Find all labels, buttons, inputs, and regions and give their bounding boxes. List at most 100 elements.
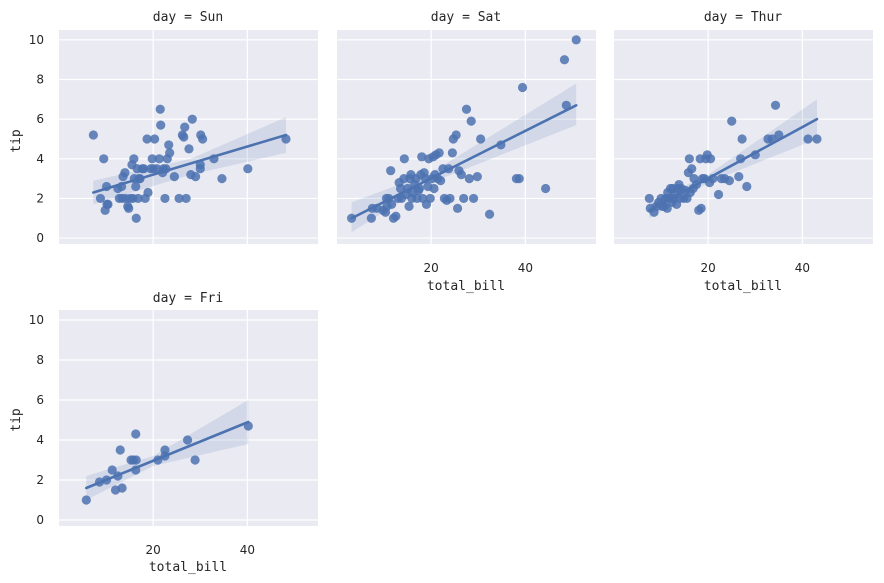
y-tick-label-fri: 4 bbox=[36, 433, 44, 447]
panel-title-thur: day = Thur bbox=[704, 10, 782, 25]
data-point-fri bbox=[81, 495, 91, 505]
regression-line-fri bbox=[85, 420, 250, 490]
data-point-thur bbox=[713, 189, 724, 200]
data-point-sat bbox=[464, 174, 474, 184]
regression-line-thur bbox=[648, 117, 819, 212]
data-point-sun bbox=[160, 193, 170, 204]
data-point-sat bbox=[472, 172, 482, 182]
data-point-fri bbox=[190, 455, 200, 465]
data-point-sun bbox=[142, 134, 152, 144]
data-point-fri bbox=[182, 435, 193, 445]
data-point-sat bbox=[484, 209, 495, 219]
data-point-sat bbox=[434, 148, 444, 158]
data-point-sun bbox=[95, 193, 106, 204]
data-point-sun bbox=[180, 122, 190, 132]
regression-line-sun bbox=[92, 133, 288, 194]
data-point-sat bbox=[429, 183, 439, 194]
x-tick-label-sat: 40 bbox=[518, 261, 533, 275]
data-point-sat bbox=[399, 154, 409, 164]
data-point-sun bbox=[99, 154, 109, 164]
data-point-sun bbox=[88, 130, 98, 140]
data-point-sat bbox=[447, 148, 457, 158]
data-point-fri bbox=[117, 483, 127, 493]
x-tick-label-fri: 40 bbox=[240, 543, 255, 557]
data-point-sun bbox=[103, 199, 113, 209]
x-tick-label-sat: 20 bbox=[424, 261, 439, 275]
plot-area-sun: 0 2 4 6 8 10 bbox=[29, 30, 318, 245]
y-tick-label-fri: 6 bbox=[36, 393, 44, 407]
data-point-sun bbox=[181, 193, 191, 204]
data-point-sun bbox=[155, 104, 165, 114]
data-point-sun bbox=[174, 193, 184, 204]
panel-title-sun: day = Sun bbox=[153, 10, 223, 25]
data-point-sat bbox=[541, 183, 551, 194]
data-point-sun bbox=[124, 203, 134, 213]
data-point-thur bbox=[812, 134, 822, 144]
data-point-sun bbox=[147, 154, 157, 164]
data-point-sun bbox=[179, 132, 189, 142]
x-axis-label-fri: total_bill bbox=[149, 560, 227, 575]
data-point-sat bbox=[459, 193, 469, 204]
data-point-thur bbox=[644, 193, 654, 204]
data-point-thur bbox=[696, 203, 706, 213]
panel-title-fri: day = Fri bbox=[153, 291, 223, 306]
data-point-sat bbox=[559, 55, 570, 65]
x-axis-label-sat: total_bill bbox=[427, 279, 505, 294]
data-point-sat bbox=[366, 213, 376, 223]
panel-fri: day = Fri tip total_bill bbox=[9, 291, 227, 575]
panel-sun: day = Sun tip bbox=[9, 10, 223, 153]
data-point-sun bbox=[169, 172, 179, 182]
data-point-sun bbox=[156, 120, 166, 130]
x-tick-label-thur: 40 bbox=[795, 261, 810, 275]
x-tick-label-thur: 20 bbox=[701, 261, 716, 275]
x-axis-label-thur: total_bill bbox=[704, 279, 782, 294]
plot-area-sat: 20 40 bbox=[337, 30, 596, 275]
y-axis-label-sun: tip bbox=[9, 129, 24, 153]
data-point-sat bbox=[445, 193, 455, 204]
data-point-sun bbox=[143, 187, 153, 198]
y-tick-label-sun: 8 bbox=[36, 73, 44, 87]
plot-area-thur: 20 40 bbox=[614, 30, 873, 275]
y-tick-label-sun: 0 bbox=[36, 231, 44, 245]
plot-area-fri: 0 2 4 6 8 10 20 40 bbox=[29, 310, 318, 557]
panel-thur: day = Thur total_bill bbox=[704, 10, 782, 294]
data-point-sun bbox=[154, 154, 164, 164]
data-point-thur bbox=[803, 134, 813, 144]
data-point-sat bbox=[561, 100, 571, 110]
data-point-thur bbox=[742, 181, 752, 192]
data-point-sat bbox=[466, 116, 476, 126]
data-point-sun bbox=[184, 144, 194, 154]
data-point-sun bbox=[131, 213, 141, 223]
data-point-sun bbox=[198, 134, 208, 144]
data-point-sat bbox=[456, 170, 466, 180]
y-tick-label-fri: 10 bbox=[29, 313, 44, 327]
data-point-sun bbox=[133, 193, 143, 204]
y-axis-label-fri: tip bbox=[9, 408, 24, 432]
data-point-thur bbox=[684, 154, 694, 164]
data-point-sat bbox=[436, 175, 446, 186]
y-tick-label-fri: 8 bbox=[36, 353, 44, 367]
regression-line-sat bbox=[350, 103, 578, 220]
plot-background-fri bbox=[59, 310, 318, 526]
data-point-thur bbox=[737, 134, 747, 144]
y-tick-label-fri: 2 bbox=[36, 473, 44, 487]
y-tick-label-sun: 4 bbox=[36, 152, 44, 166]
data-point-thur bbox=[734, 172, 744, 182]
data-point-sat bbox=[417, 152, 427, 162]
data-point-sun bbox=[120, 168, 130, 178]
data-point-sun bbox=[139, 164, 149, 174]
y-tick-label-sun: 2 bbox=[36, 191, 44, 205]
data-point-sat bbox=[391, 211, 401, 221]
data-point-sun bbox=[131, 181, 141, 192]
y-tick-label-sun: 10 bbox=[29, 33, 44, 47]
data-point-fri bbox=[107, 465, 117, 475]
panel-title-sat: day = Sat bbox=[431, 10, 501, 25]
data-point-sun bbox=[190, 172, 201, 182]
data-point-sat bbox=[425, 193, 435, 204]
data-point-thur bbox=[770, 100, 781, 110]
data-point-sat bbox=[451, 130, 461, 140]
data-point-sat bbox=[404, 201, 414, 211]
data-point-sun bbox=[149, 134, 160, 144]
data-point-fri bbox=[131, 455, 141, 465]
